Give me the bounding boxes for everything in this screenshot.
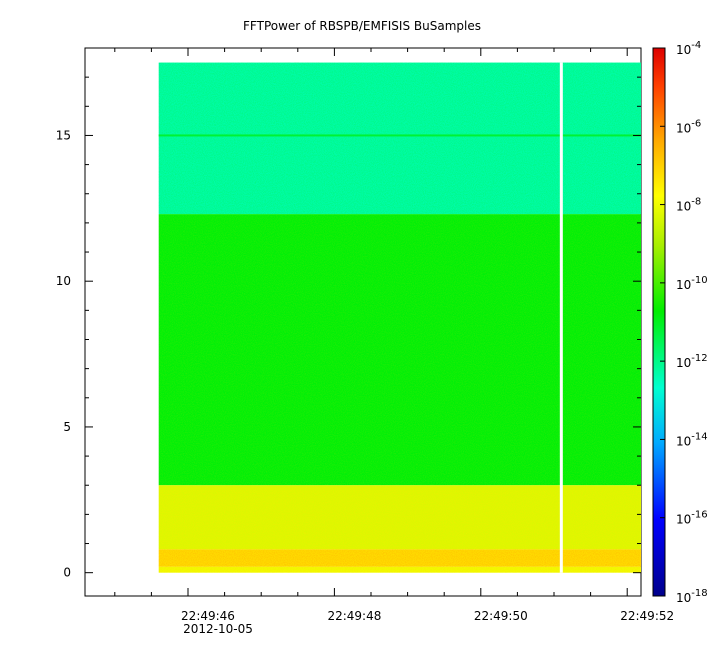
x-axis: 22:49:46 22:49:48 22:49:50 22:49:52 bbox=[114, 48, 674, 623]
data-gap bbox=[559, 62, 563, 573]
colorbar-tick-label: 10-16 bbox=[676, 510, 708, 527]
spectrogram-band-texture bbox=[158, 485, 641, 550]
colorbar-tick-label: 10-18 bbox=[676, 588, 708, 605]
y-tick-label: 0 bbox=[63, 566, 71, 580]
y-tick-label: 10 bbox=[56, 274, 71, 288]
colorbar-axis: 10-4 10-6 10-8 10-10 10-12 10-14 10-16 10-18 bbox=[660, 40, 708, 605]
colorbar-tick-label: 10-12 bbox=[676, 353, 708, 370]
spectrogram-band-texture bbox=[158, 214, 641, 486]
colorbar bbox=[652, 47, 666, 597]
colorbar-tick-label: 10-4 bbox=[676, 40, 701, 57]
y-tick-label: 15 bbox=[56, 128, 71, 142]
spectrogram-band-texture bbox=[158, 566, 641, 573]
colorbar-tick-label: 10-6 bbox=[676, 118, 701, 135]
x-tick-label: 22:49:46 bbox=[181, 609, 235, 623]
x-date-label: 2012-10-05 bbox=[183, 622, 253, 636]
x-tick-label: 22:49:50 bbox=[474, 609, 528, 623]
spectrogram-band-texture bbox=[158, 549, 641, 567]
spectral-line bbox=[158, 134, 641, 137]
x-tick-label: 22:49:52 bbox=[620, 609, 674, 623]
chart-title: FFTPower of RBSPB/EMFISIS BuSamples bbox=[243, 19, 481, 33]
x-tick-label: 22:49:48 bbox=[327, 609, 381, 623]
plot-area bbox=[158, 62, 641, 573]
colorbar-tick-label: 10-8 bbox=[676, 197, 701, 214]
y-tick-label: 5 bbox=[63, 420, 71, 434]
y-axis: 0 5 10 15 bbox=[56, 76, 641, 580]
colorbar-tick-label: 10-14 bbox=[676, 431, 708, 448]
spectrogram-band-texture bbox=[158, 62, 641, 215]
colorbar-tick-label: 10-10 bbox=[676, 275, 708, 292]
